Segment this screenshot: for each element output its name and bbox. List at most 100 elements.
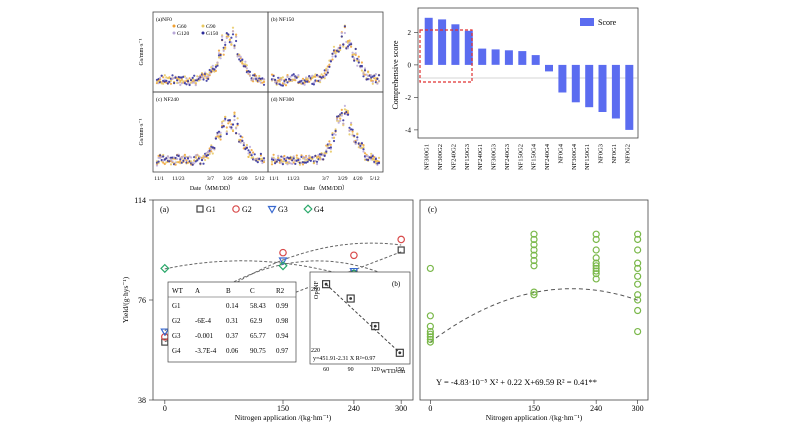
ts-point	[199, 162, 202, 165]
table-cell: 0.31	[226, 317, 239, 325]
score-bar	[518, 51, 527, 65]
ts-point	[248, 70, 252, 73]
ts-point	[162, 161, 165, 164]
ts-point	[371, 82, 374, 85]
ts-point	[343, 31, 346, 35]
ts-point	[245, 64, 248, 67]
ts-point	[245, 67, 248, 70]
ts-point	[252, 156, 255, 159]
ts-point	[213, 146, 216, 150]
time-series-panel: (a)NF0 (b) NF150 (c) NF240 (d) NF300 G60…	[139, 11, 384, 192]
score-category-label: NF0G4	[557, 143, 564, 163]
score-category-label: NF240G1	[477, 144, 484, 170]
yield-panel-tag: (a)	[160, 205, 169, 214]
pooled-point	[530, 288, 538, 296]
ts-point	[351, 128, 354, 131]
ts-point	[219, 131, 222, 134]
ts-point	[289, 156, 292, 159]
ts-point	[235, 39, 238, 43]
ts-point	[326, 68, 329, 71]
ts-point	[228, 39, 231, 42]
ts-point	[259, 154, 262, 157]
ts-point	[214, 137, 217, 140]
ts-point	[165, 157, 168, 160]
pooled-point	[592, 259, 600, 267]
ts-point	[207, 77, 210, 81]
ts-point	[159, 154, 162, 157]
ts-point	[284, 84, 288, 87]
ts-point	[348, 40, 351, 43]
ts-point	[183, 82, 186, 85]
pooled-point	[634, 306, 642, 315]
inset-x-tick-label: 90	[348, 367, 354, 373]
ts-point	[216, 133, 219, 136]
ts-x-tick-label: 11/1	[269, 176, 279, 182]
ts-point	[370, 74, 373, 77]
ts-point	[155, 164, 159, 167]
ts-point	[241, 136, 244, 139]
ts-point	[174, 76, 177, 79]
subplot-label-d: (d) NF300	[271, 96, 294, 103]
pooled-point	[592, 230, 600, 238]
score-bar	[491, 49, 500, 65]
pooled-point	[634, 230, 642, 238]
ts-point	[346, 45, 350, 48]
inset-ylabel: Op-NF	[313, 280, 320, 299]
ts-point	[301, 155, 305, 158]
table-cell: 0.98	[276, 317, 289, 325]
ts-point	[233, 111, 236, 114]
ts-point	[360, 64, 363, 68]
legend-label-g150: G150	[206, 31, 218, 37]
pooled-xlabel: Nitrogen application /(kg·hm⁻¹)	[486, 413, 583, 422]
ts-point	[356, 136, 359, 139]
ts-point	[348, 133, 351, 136]
ts-point	[231, 33, 235, 36]
table-cell: 0.97	[276, 347, 289, 355]
table-header-cell: WT	[172, 287, 184, 295]
ts-point	[202, 76, 205, 79]
ts-point	[281, 76, 284, 79]
ts-point	[252, 151, 255, 154]
ts-point	[303, 83, 306, 86]
ts-point	[340, 31, 343, 35]
ts-point	[222, 53, 225, 56]
pooled-point	[592, 267, 600, 275]
ts-point	[262, 157, 266, 160]
ts-point	[370, 78, 373, 81]
ts-point	[176, 157, 179, 160]
ts-point	[363, 152, 367, 155]
ts-point	[186, 80, 190, 83]
table-cell: G4	[172, 347, 181, 355]
ts-point	[245, 143, 248, 147]
score-bar	[504, 50, 513, 65]
ts-point	[312, 161, 315, 165]
ts-point	[346, 109, 350, 113]
pooled-point	[426, 338, 434, 346]
inset-fit-line	[325, 283, 401, 354]
table-cell: G2	[172, 317, 181, 325]
pooled-point	[634, 235, 642, 244]
ts-point	[357, 58, 360, 62]
ts-point	[298, 163, 301, 166]
score-category-label: NF240G2	[450, 144, 457, 170]
ts-point	[258, 157, 261, 161]
ts-point	[354, 141, 357, 144]
ts-point	[242, 144, 245, 147]
inset-panel-tag: (b)	[392, 280, 401, 288]
yield-x-tick-label: 150	[277, 404, 289, 413]
ts-point	[219, 138, 222, 141]
score-bar	[585, 64, 594, 108]
ts-point	[326, 71, 329, 74]
ts-point	[235, 127, 238, 130]
ts-point	[312, 156, 315, 159]
pooled-point	[592, 264, 600, 273]
ts-point	[319, 79, 322, 82]
ts-point	[350, 121, 353, 124]
ts-point	[306, 160, 309, 163]
ts-x-tick-label: 5/12	[255, 176, 265, 182]
ts-point	[297, 75, 300, 78]
score-y-tick-label: -2	[405, 94, 411, 102]
legend-label-g60: G60	[177, 24, 187, 30]
ts-point	[367, 71, 370, 74]
ts-point	[236, 117, 239, 120]
